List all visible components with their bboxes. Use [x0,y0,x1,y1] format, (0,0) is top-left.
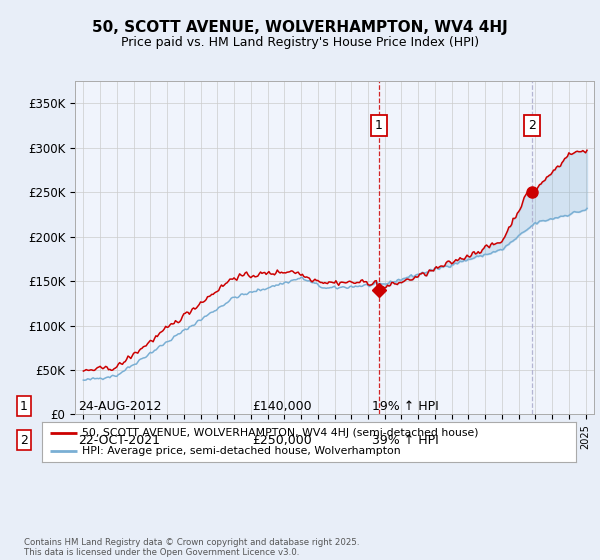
Text: 22-OCT-2021: 22-OCT-2021 [78,433,160,447]
Text: Contains HM Land Registry data © Crown copyright and database right 2025.
This d: Contains HM Land Registry data © Crown c… [24,538,359,557]
Text: 50, SCOTT AVENUE, WOLVERHAMPTON, WV4 4HJ (semi-detached house): 50, SCOTT AVENUE, WOLVERHAMPTON, WV4 4HJ… [82,428,479,437]
Text: HPI: Average price, semi-detached house, Wolverhampton: HPI: Average price, semi-detached house,… [82,446,401,456]
Text: 50, SCOTT AVENUE, WOLVERHAMPTON, WV4 4HJ: 50, SCOTT AVENUE, WOLVERHAMPTON, WV4 4HJ [92,20,508,35]
Text: £140,000: £140,000 [252,400,311,413]
Text: 24-AUG-2012: 24-AUG-2012 [78,400,161,413]
Text: 2: 2 [528,119,536,132]
Text: 2: 2 [20,433,28,447]
Text: 39% ↑ HPI: 39% ↑ HPI [372,433,439,447]
Text: 19% ↑ HPI: 19% ↑ HPI [372,400,439,413]
Text: Price paid vs. HM Land Registry's House Price Index (HPI): Price paid vs. HM Land Registry's House … [121,36,479,49]
Text: £250,000: £250,000 [252,433,312,447]
Text: 1: 1 [20,400,28,413]
Text: 1: 1 [375,119,383,132]
